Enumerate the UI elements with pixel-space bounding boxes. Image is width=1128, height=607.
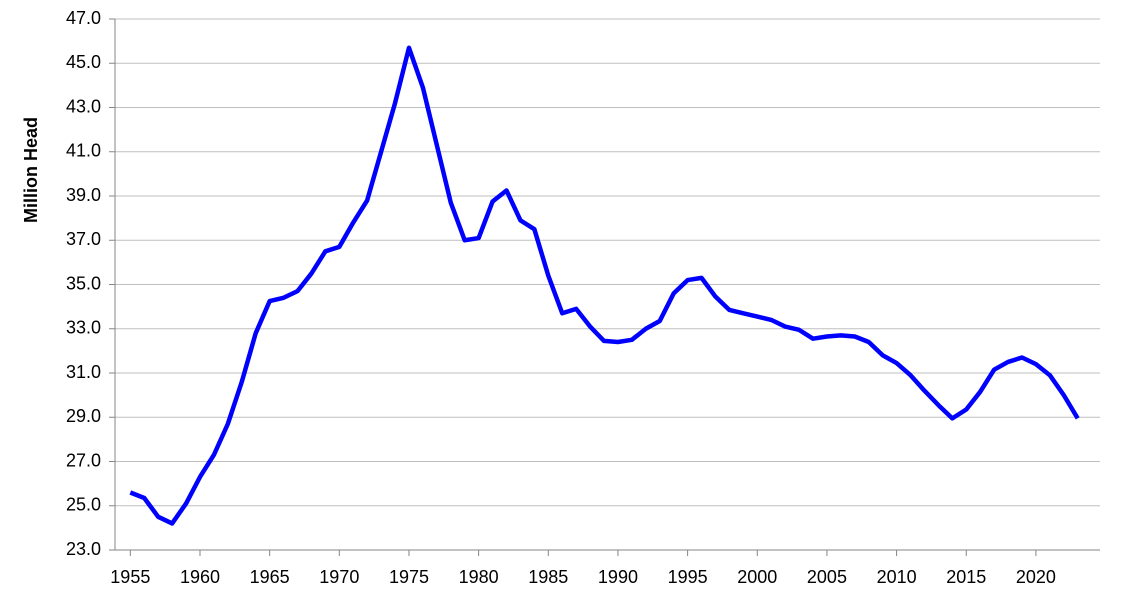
x-tick-label: 1960 <box>180 567 220 587</box>
y-tick-label: 35.0 <box>66 273 101 293</box>
x-tick-label: 2005 <box>807 567 847 587</box>
y-tick-label: 47.0 <box>66 8 101 28</box>
x-tick-label: 1975 <box>389 567 429 587</box>
y-axis-label: Million Head <box>21 117 41 223</box>
y-tick-label: 27.0 <box>66 450 101 470</box>
y-tick-label: 25.0 <box>66 495 101 515</box>
y-tick-label: 39.0 <box>66 185 101 205</box>
y-tick-label: 37.0 <box>66 229 101 249</box>
y-tick-label: 33.0 <box>66 318 101 338</box>
y-tick-label: 23.0 <box>66 539 101 559</box>
y-tick-label: 41.0 <box>66 141 101 161</box>
x-tick-label: 2010 <box>877 567 917 587</box>
y-tick-label: 43.0 <box>66 96 101 116</box>
x-tick-label: 1955 <box>110 567 150 587</box>
y-tick-label: 45.0 <box>66 52 101 72</box>
x-tick-label: 1985 <box>528 567 568 587</box>
x-tick-label: 2015 <box>946 567 986 587</box>
x-tick-label: 2020 <box>1016 567 1056 587</box>
data-line <box>129 45 1080 526</box>
x-tick-label: 1970 <box>319 567 359 587</box>
x-tick-label: 1965 <box>250 567 290 587</box>
y-tick-label: 29.0 <box>66 406 101 426</box>
x-tick-label: 1990 <box>598 567 638 587</box>
x-tick-label: 2000 <box>737 567 777 587</box>
x-tick-label: 1995 <box>668 567 708 587</box>
x-tick-label: 1980 <box>459 567 499 587</box>
y-tick-label: 31.0 <box>66 362 101 382</box>
